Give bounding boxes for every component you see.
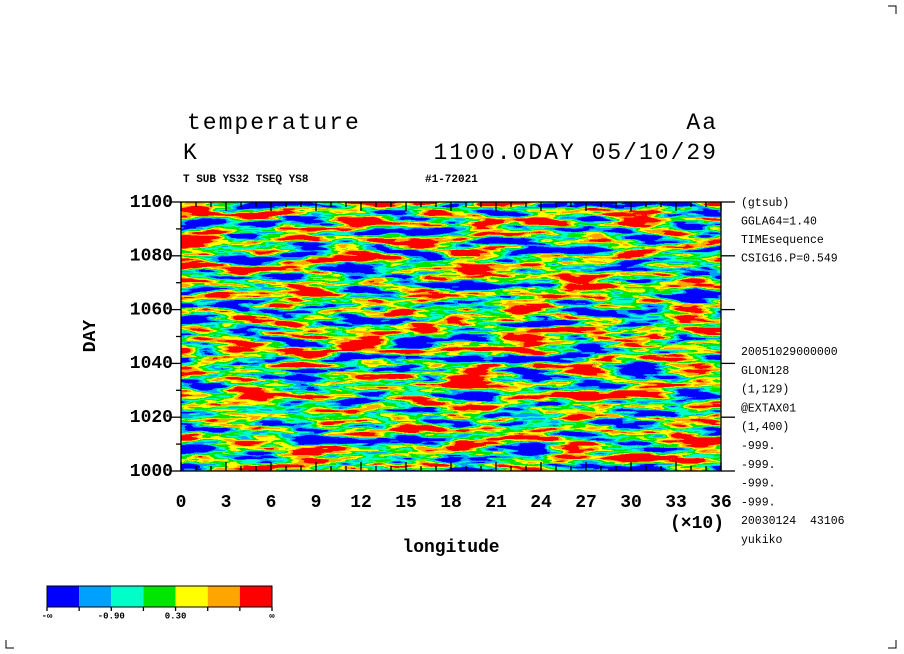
corner-marks — [5, 5, 897, 649]
note: GLON128 — [741, 365, 789, 378]
y-tick-label: 1060 — [130, 300, 173, 320]
note: -999. — [741, 478, 776, 491]
x-tick-label: 27 — [575, 493, 597, 513]
time-label: 1100.0DAY 05/10/29 — [434, 140, 718, 166]
note: GGLA64=1.40 — [741, 216, 817, 229]
x-tick-label: 3 — [221, 493, 232, 513]
note: 20030124 43106 — [741, 515, 845, 528]
subtitle-right: #1-72021 — [425, 174, 478, 186]
chart-title: temperature — [187, 110, 361, 136]
colorbar-frame — [46, 585, 273, 608]
colorbar-label: 0.30 — [165, 611, 187, 621]
note: CSIG16.P=0.549 — [741, 253, 838, 266]
colorbar-label: -0.90 — [98, 611, 125, 621]
colorbar-label: -∞ — [42, 611, 53, 621]
colorbar-label: ∞ — [269, 611, 275, 621]
x-tick-label: 21 — [485, 493, 507, 513]
x-axis-label: longitude — [402, 538, 499, 558]
y-tick-label: 1040 — [130, 354, 173, 374]
note: -999. — [741, 496, 776, 509]
note: (1,129) — [741, 384, 789, 397]
colorbar-box — [111, 586, 144, 607]
x-tick-label: 18 — [440, 493, 462, 513]
title-right: Aa — [686, 110, 718, 136]
heatmap-field — [181, 202, 721, 471]
colorbar-box — [143, 586, 176, 607]
note: (gtsub) — [741, 197, 789, 210]
unit: K — [183, 140, 199, 166]
x-tick-label: 24 — [530, 493, 552, 513]
colorbar-box — [79, 586, 112, 607]
x-tick-label: 30 — [620, 493, 642, 513]
x-tick-label: 0 — [176, 493, 187, 513]
colorbar-box — [207, 586, 240, 607]
y-tick-label: 1020 — [130, 408, 173, 428]
x-tick-label: 33 — [665, 493, 687, 513]
note: (1,400) — [741, 421, 789, 434]
y-tick-label: 1000 — [130, 462, 173, 482]
x-tick-label: 15 — [395, 493, 417, 513]
x-tick-label: 12 — [350, 493, 372, 513]
note: @EXTAX01 — [741, 402, 796, 415]
note: -999. — [741, 459, 776, 472]
y-tick-label: 1100 — [130, 193, 173, 213]
note: 20051029000000 — [741, 346, 838, 359]
x-multiplier: (×10) — [670, 514, 724, 534]
note: yukiko — [741, 534, 783, 547]
colorbar-box — [47, 586, 80, 607]
y-axis-label: DAY — [81, 320, 101, 353]
colorbar-box — [175, 586, 208, 607]
x-tick-label: 36 — [710, 493, 732, 513]
note: TIMEsequence — [741, 234, 824, 247]
x-tick-label: 6 — [266, 493, 277, 513]
subtitle: T SUB YS32 TSEQ YS8 — [183, 174, 309, 186]
x-tick-label: 9 — [311, 493, 322, 513]
y-tick-label: 1080 — [130, 247, 173, 267]
note: -999. — [741, 440, 776, 453]
colorbar-box — [239, 586, 272, 607]
